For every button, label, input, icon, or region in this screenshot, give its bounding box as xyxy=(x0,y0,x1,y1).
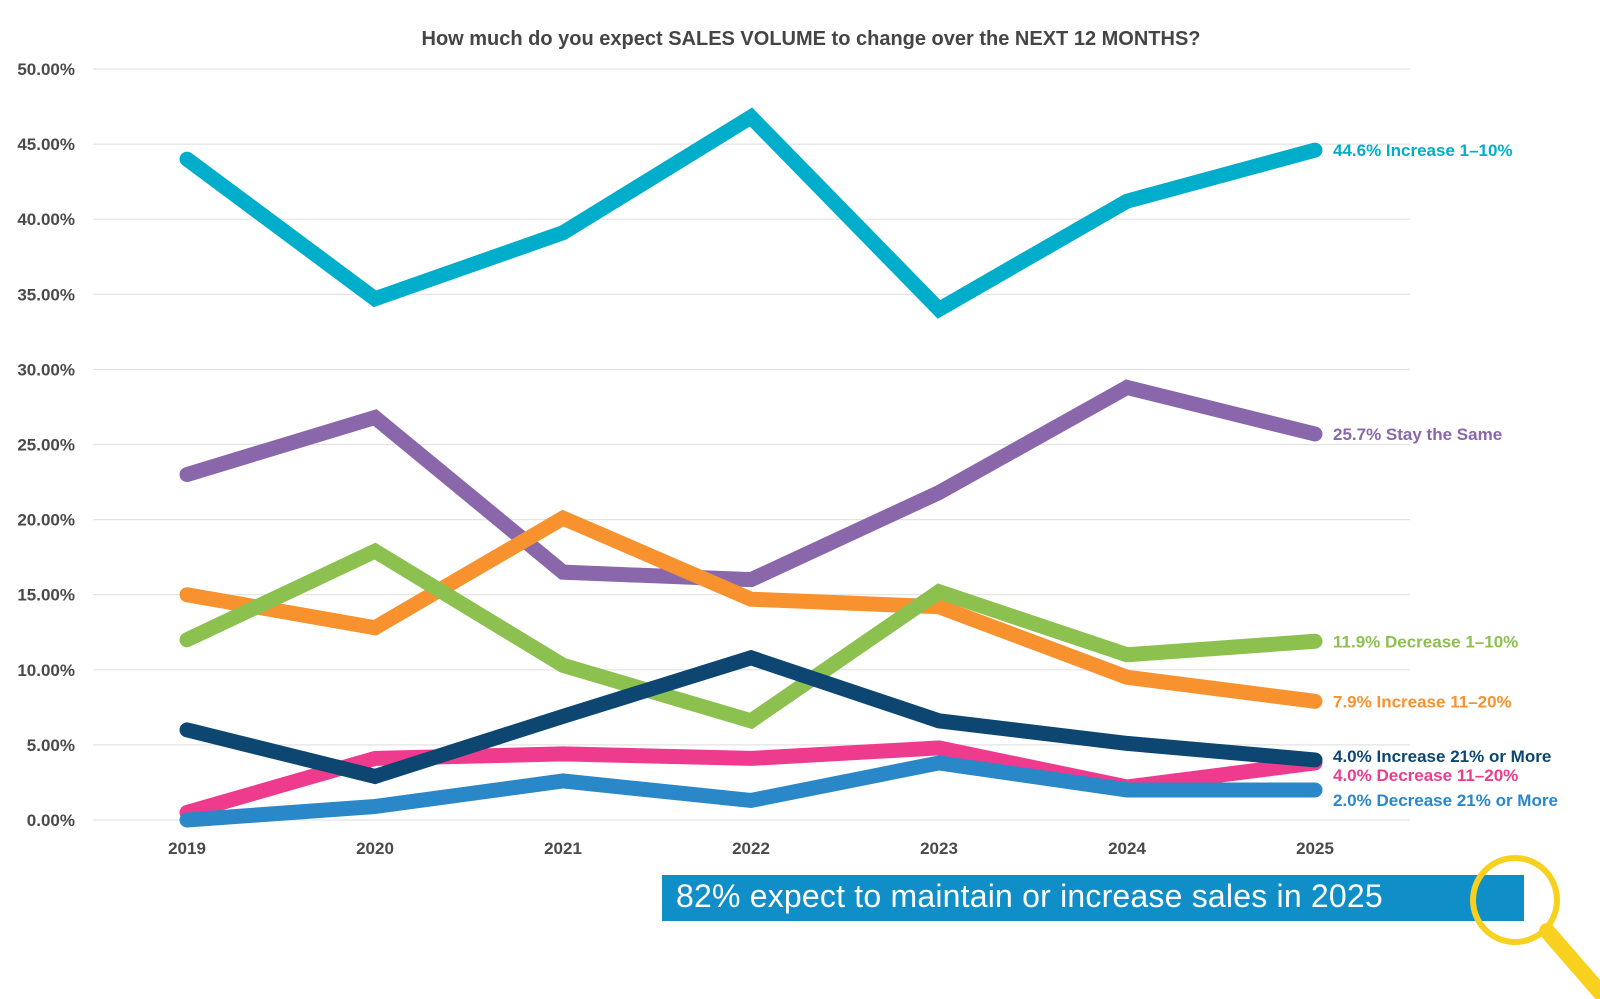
callout-banner: 82% expect to maintain or increase sales… xyxy=(662,875,1524,921)
magnifier-icon xyxy=(1470,855,1600,999)
y-tick-label: 35.00% xyxy=(17,285,75,304)
y-tick-label: 50.00% xyxy=(17,60,75,79)
series-end-label: 4.0% Increase 21% or More xyxy=(1333,747,1551,766)
series-line xyxy=(179,107,1323,319)
series-line xyxy=(179,755,1323,828)
x-axis-ticks: 2019 2020 2021 2022 2023 2024 2025 xyxy=(168,839,1334,858)
series-line xyxy=(179,379,1323,588)
x-tick-label: 2025 xyxy=(1296,839,1334,858)
x-tick-label: 2021 xyxy=(544,839,582,858)
x-tick-label: 2019 xyxy=(168,839,206,858)
y-tick-label: 20.00% xyxy=(17,511,75,530)
callout-text: 82% expect to maintain or increase sales… xyxy=(676,878,1383,914)
series-line xyxy=(179,509,1323,709)
y-tick-label: 30.00% xyxy=(17,360,75,379)
y-tick-label: 40.00% xyxy=(17,210,75,229)
gridlines xyxy=(93,68,1410,821)
chart-title: How much do you expect SALES VOLUME to c… xyxy=(422,28,1201,50)
y-tick-label: 5.00% xyxy=(27,736,75,755)
series-end-label: 7.9% Increase 11–20% xyxy=(1333,692,1512,711)
y-tick-label: 15.00% xyxy=(17,586,75,605)
x-tick-label: 2024 xyxy=(1108,839,1146,858)
series-end-label: 4.0% Decrease 11–20% xyxy=(1333,766,1518,785)
series-line xyxy=(179,542,1323,730)
series-end-label: 2.0% Decrease 21% or More xyxy=(1333,791,1558,810)
series-lines xyxy=(179,107,1323,828)
series-end-labels: 44.6% Increase 1–10% 25.7% Stay the Same 1… xyxy=(1333,141,1558,810)
series-end-label: 44.6% Increase 1–10% xyxy=(1333,141,1513,160)
x-tick-label: 2022 xyxy=(732,839,770,858)
series-line xyxy=(179,649,1323,785)
y-axis-ticks: 0.00% 5.00% 10.00% 15.00% 20.00% 25.00% 30.00%… xyxy=(17,60,75,830)
y-tick-label: 0.00% xyxy=(27,811,75,830)
y-tick-label: 10.00% xyxy=(17,661,75,680)
series-end-label: 11.9% Decrease 1–10% xyxy=(1333,632,1518,651)
y-tick-label: 25.00% xyxy=(17,436,75,455)
x-tick-label: 2020 xyxy=(356,839,394,858)
x-tick-label: 2023 xyxy=(920,839,958,858)
series-end-label: 25.7% Stay the Same xyxy=(1333,425,1502,444)
y-tick-label: 45.00% xyxy=(17,135,75,154)
